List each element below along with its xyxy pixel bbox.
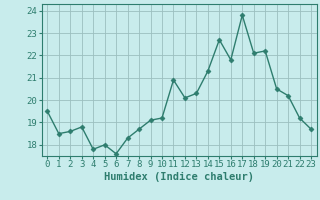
X-axis label: Humidex (Indice chaleur): Humidex (Indice chaleur) [104, 172, 254, 182]
